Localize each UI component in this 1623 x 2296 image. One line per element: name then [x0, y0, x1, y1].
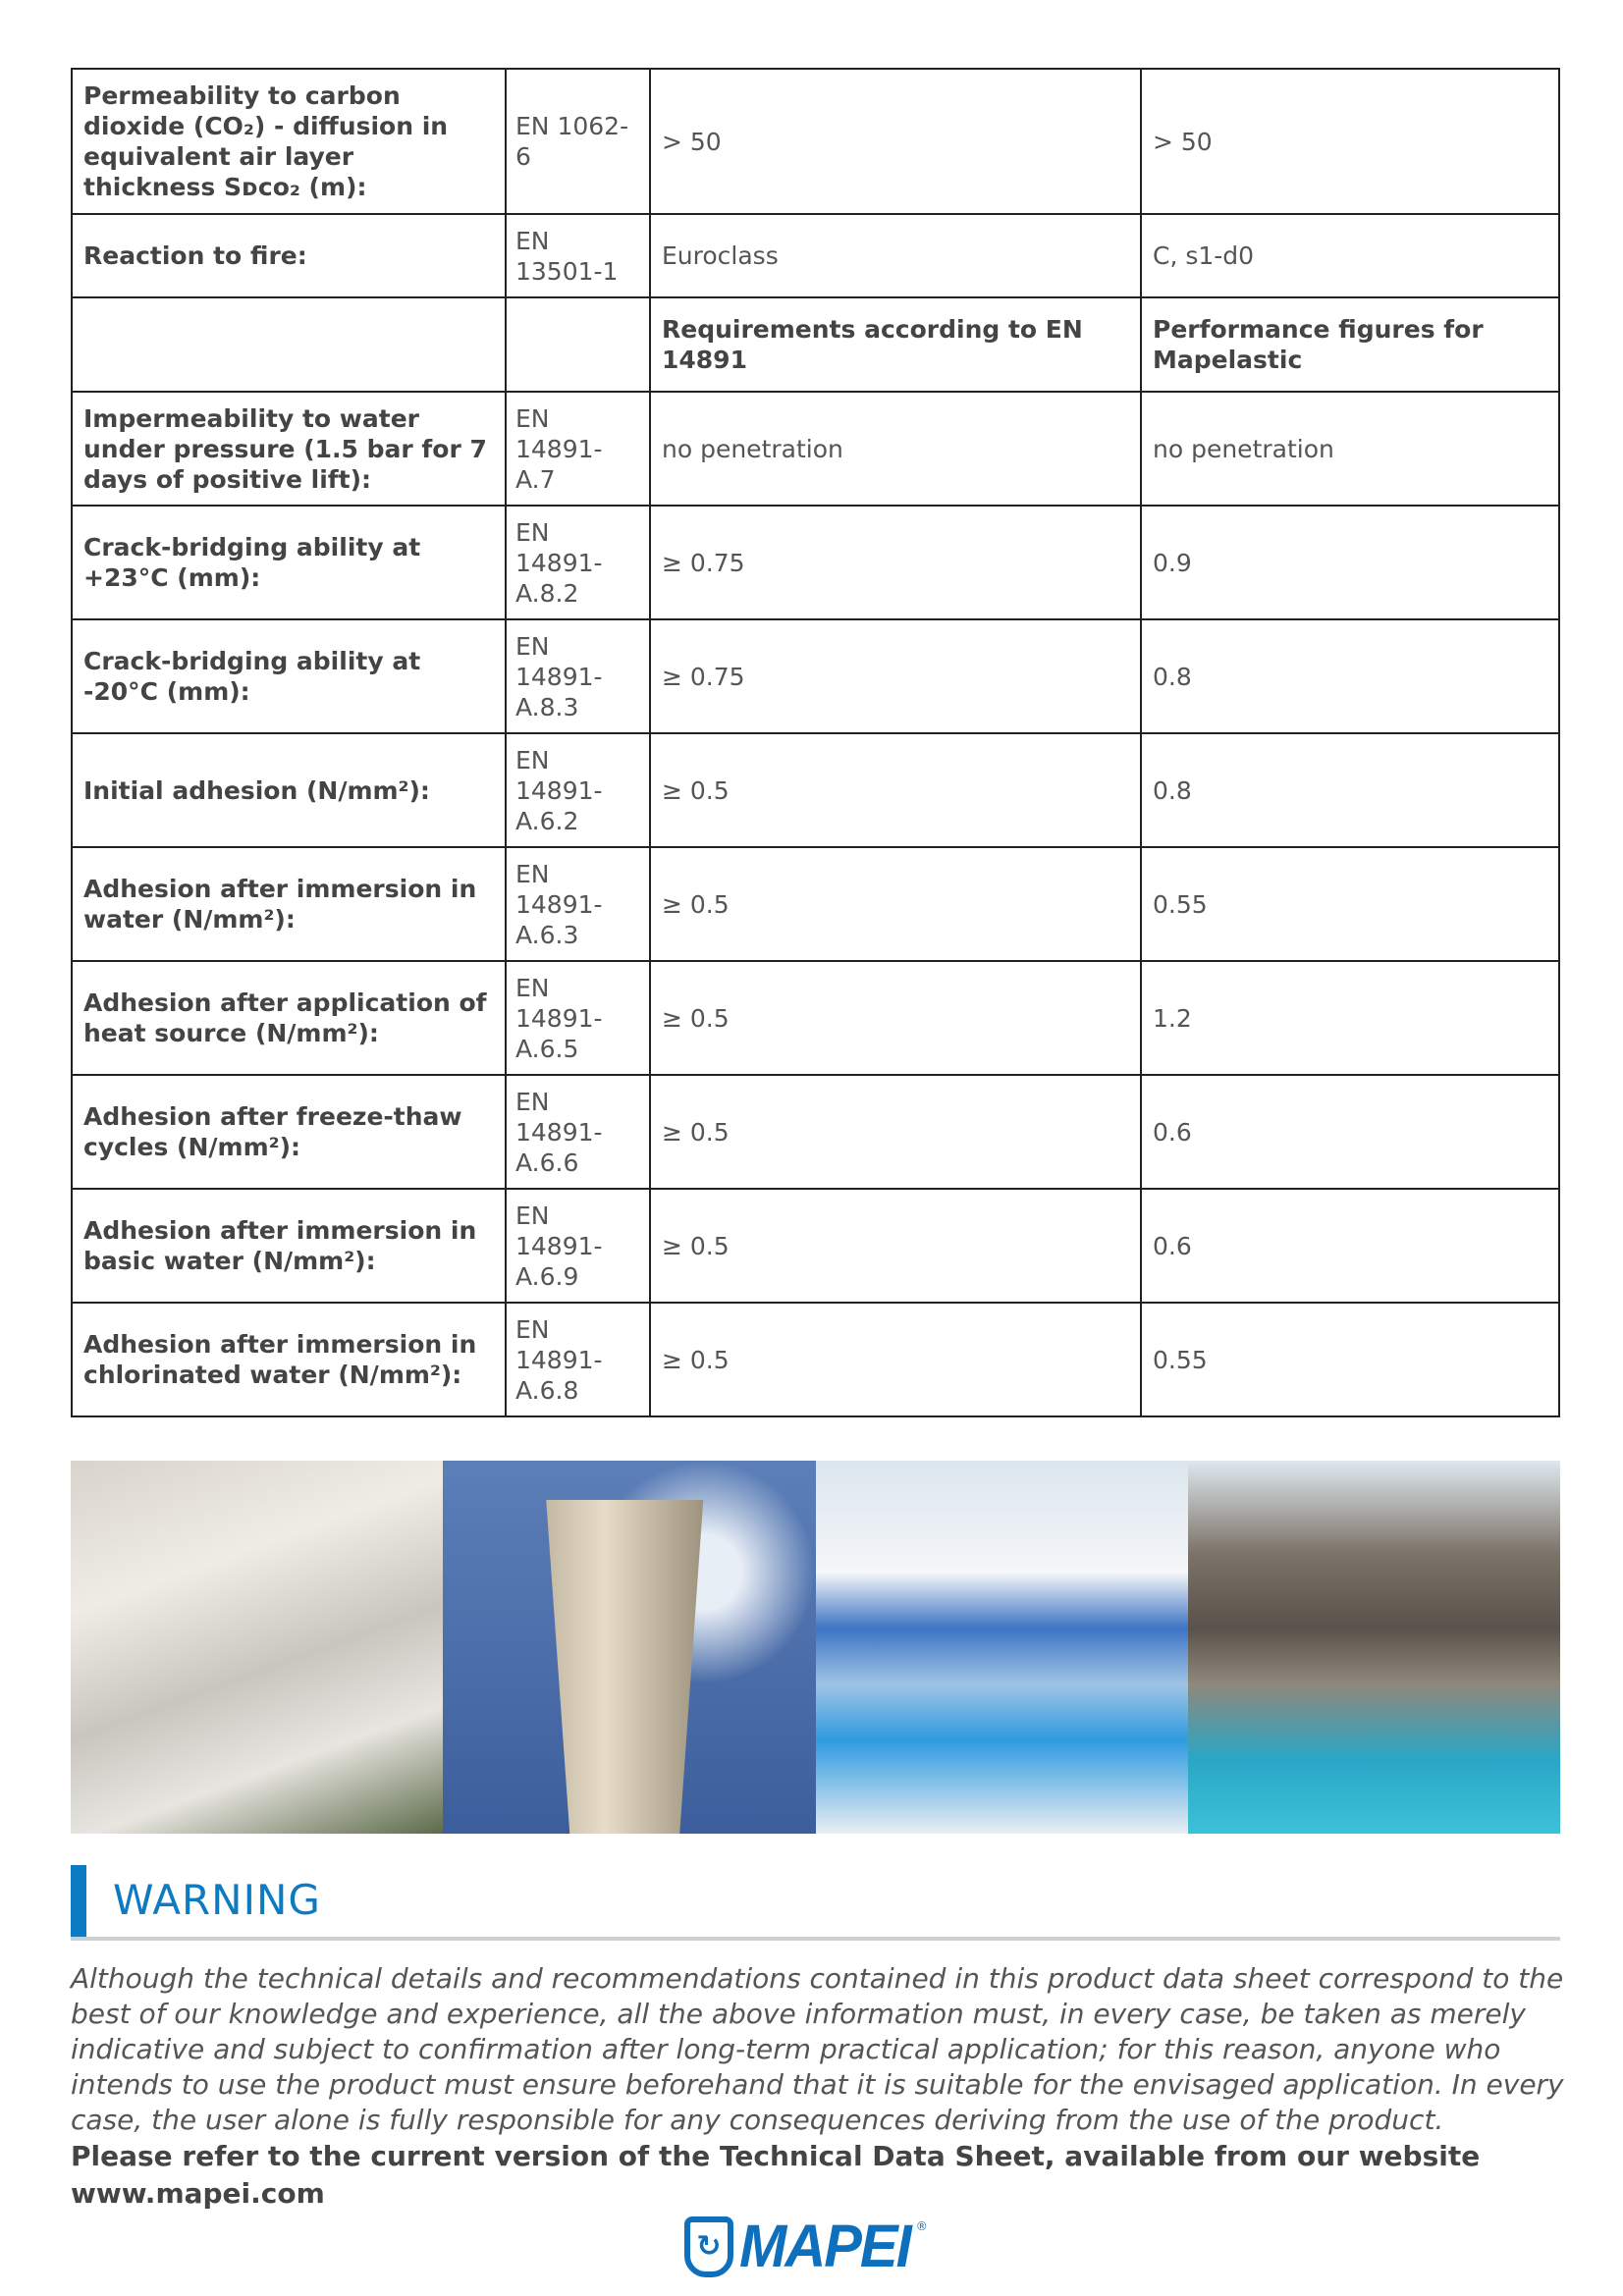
table-row: Adhesion after immersion in chlorinated …	[71, 1302, 1560, 1417]
requirement-cell: ≥ 0.5	[649, 1074, 1142, 1190]
performance-header: Performance figures for Mapelastic	[1140, 296, 1560, 393]
performance-cell: 0.8	[1140, 618, 1560, 734]
requirement-cell: ≥ 0.5	[649, 1188, 1142, 1304]
swimming-pool-photo	[815, 1461, 1188, 1834]
standard-cell: EN 14891-A.6.2	[505, 732, 651, 848]
property-cell: Initial adhesion (N/mm²):	[71, 732, 507, 848]
dam-photo	[1187, 1461, 1560, 1834]
performance-cell: > 50	[1140, 68, 1560, 215]
table-row: Initial adhesion (N/mm²): EN 14891-A.6.2 ≥…	[71, 732, 1560, 848]
terraces-photo	[71, 1461, 444, 1834]
divider	[71, 1937, 1560, 1941]
standard-cell: EN 14891-A.6.8	[505, 1302, 651, 1417]
warning-accent-bar	[71, 1865, 86, 1937]
requirement-cell: Euroclass	[649, 213, 1142, 298]
standard-cell: EN 14891-A.6.5	[505, 960, 651, 1076]
table-row: Crack-bridging ability at -20°C (mm): EN …	[71, 618, 1560, 734]
standard-cell: EN 13501-1	[505, 213, 651, 298]
property-cell: Adhesion after immersion in basic water …	[71, 1188, 507, 1304]
property-cell: Adhesion after immersion in water (N/mm²…	[71, 846, 507, 962]
technical-data-table: Permeability to carbon dioxide (CO₂) - d…	[71, 68, 1560, 1417]
requirement-cell: ≥ 0.75	[649, 505, 1142, 620]
website-reference: Please refer to the current version of t…	[71, 2140, 1481, 2210]
requirement-header: Requirements according to EN 14891	[649, 296, 1142, 393]
empty-cell	[505, 296, 651, 393]
standard-cell: EN 14891-A.8.3	[505, 618, 651, 734]
performance-cell: 0.55	[1140, 846, 1560, 962]
warning-text: Although the technical details and recom…	[71, 1962, 1564, 2136]
warning-title: WARNING	[113, 1876, 321, 1924]
mapei-logo-icon: ↻	[684, 2216, 733, 2277]
requirement-cell: > 50	[649, 68, 1142, 215]
property-cell: Permeability to carbon dioxide (CO₂) - d…	[71, 68, 507, 215]
requirement-cell: ≥ 0.5	[649, 960, 1142, 1076]
requirement-cell: ≥ 0.75	[649, 618, 1142, 734]
mapei-logo: ↻ MAPEI ®	[684, 2213, 928, 2280]
performance-cell: 0.9	[1140, 505, 1560, 620]
table-row: Adhesion after immersion in basic water …	[71, 1188, 1560, 1304]
property-cell: Adhesion after immersion in chlorinated …	[71, 1302, 507, 1417]
table-row: Reaction to fire: EN 13501-1 Euroclass C, s…	[71, 213, 1560, 298]
standard-cell: EN 14891-A.6.9	[505, 1188, 651, 1304]
performance-cell: no penetration	[1140, 391, 1560, 507]
application-photos	[71, 1461, 1560, 1834]
standard-cell: EN 14891-A.8.2	[505, 505, 651, 620]
registered-icon: ®	[915, 2219, 928, 2233]
property-cell: Impermeability to water under pressure (…	[71, 391, 507, 507]
table-row: Adhesion after freeze-thaw cycles (N/mm²…	[71, 1074, 1560, 1190]
performance-cell: 0.55	[1140, 1302, 1560, 1417]
performance-cell: C, s1-d0	[1140, 213, 1560, 298]
water-tower-photo	[443, 1461, 816, 1834]
table-row: Impermeability to water under pressure (…	[71, 391, 1560, 507]
standard-cell: EN 14891-A.6.6	[505, 1074, 651, 1190]
requirement-cell: no penetration	[649, 391, 1142, 507]
header-row: Requirements according to EN 14891 Perfor…	[71, 296, 1560, 393]
requirement-cell: ≥ 0.5	[649, 732, 1142, 848]
property-cell: Adhesion after freeze-thaw cycles (N/mm²…	[71, 1074, 507, 1190]
requirement-cell: ≥ 0.5	[649, 1302, 1142, 1417]
logo-wordmark: MAPEI	[739, 2213, 912, 2280]
property-cell: Crack-bridging ability at -20°C (mm):	[71, 618, 507, 734]
performance-cell: 0.8	[1140, 732, 1560, 848]
table-row: Permeability to carbon dioxide (CO₂) - d…	[71, 68, 1560, 215]
property-cell: Crack-bridging ability at +23°C (mm):	[71, 505, 507, 620]
performance-cell: 1.2	[1140, 960, 1560, 1076]
performance-cell: 0.6	[1140, 1074, 1560, 1190]
property-cell: Reaction to fire:	[71, 213, 507, 298]
standard-cell: EN 14891-A.6.3	[505, 846, 651, 962]
standard-cell: EN 1062-6	[505, 68, 651, 215]
requirement-cell: ≥ 0.5	[649, 846, 1142, 962]
table-row: Adhesion after immersion in water (N/mm²…	[71, 846, 1560, 962]
table-row: Crack-bridging ability at +23°C (mm): EN …	[71, 505, 1560, 620]
standard-cell: EN 14891-A.7	[505, 391, 651, 507]
property-cell: Adhesion after application of heat sourc…	[71, 960, 507, 1076]
performance-cell: 0.6	[1140, 1188, 1560, 1304]
empty-cell	[71, 296, 507, 393]
table-row: Adhesion after application of heat sourc…	[71, 960, 1560, 1076]
